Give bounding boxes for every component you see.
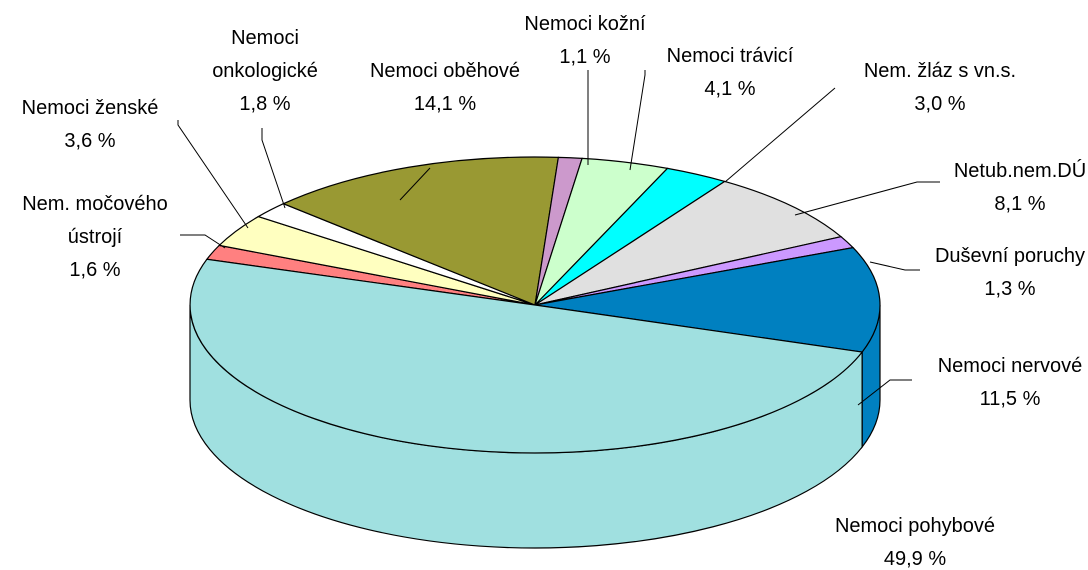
leader-line xyxy=(629,70,646,171)
category-name: Nem. žláz s vn.s. xyxy=(863,60,1017,82)
category-name: Nemoci nervové xyxy=(937,355,1083,377)
slice-label: Nemoci kožní 1,1 % xyxy=(510,8,660,74)
slice-label: Netub.nem.DÚ 8,1 % xyxy=(945,155,1088,221)
leader-line xyxy=(177,120,249,229)
category-name: Nemoci pohybové xyxy=(834,515,996,537)
slice-label: Nem. močového ústrojí 1,6 % xyxy=(0,188,190,287)
value-label: 1,8 % xyxy=(239,93,291,115)
value-label: 1,3 % xyxy=(984,278,1036,300)
value-label: 49,9 % xyxy=(883,548,947,570)
value-label: 8,1 % xyxy=(994,193,1046,215)
leader-line xyxy=(857,379,912,406)
leader-line xyxy=(794,181,940,216)
slice xyxy=(534,180,843,306)
value-label: 3,6 % xyxy=(64,130,116,152)
value-label: 1,1 % xyxy=(559,46,611,68)
leader-line xyxy=(261,128,286,209)
slice-label: Nemoci ženské 3,6 % xyxy=(0,92,185,158)
slice-label: Nemoci onkologické 1,8 % xyxy=(190,22,340,121)
slice xyxy=(281,156,560,306)
category-name: Netub.nem.DÚ xyxy=(953,160,1087,182)
slice-label: Nemoci nervové 11,5 % xyxy=(925,350,1088,416)
category-name: Nemoci ženské xyxy=(21,97,159,119)
slice xyxy=(189,258,864,454)
leader-line xyxy=(399,167,431,201)
category-name: Nemoci kožní xyxy=(524,13,646,35)
category-name: Duševní poruchy xyxy=(934,245,1086,267)
leader-line xyxy=(180,234,226,249)
slice-label: Nem. žláz s vn.s. 3,0 % xyxy=(850,55,1030,121)
slice-label: Nemoci trávicí 4,1 % xyxy=(650,40,810,106)
leader-line xyxy=(724,87,836,183)
category-name: Nemoci onkologické xyxy=(212,27,318,82)
value-label: 3,0 % xyxy=(914,93,966,115)
value-label: 4,1 % xyxy=(704,78,756,100)
category-name: Nem. močového ústrojí xyxy=(22,193,168,248)
slice xyxy=(534,246,881,353)
value-label: 11,5 % xyxy=(979,388,1041,410)
slice-label: Duševní poruchy 1,3 % xyxy=(925,240,1088,306)
category-name: Nemoci oběhové xyxy=(369,60,521,82)
category-name: Nemoci trávicí xyxy=(666,45,794,67)
value-label: 14,1 % xyxy=(413,93,477,115)
slice-label: Nemoci oběhové 14,1 % xyxy=(360,55,530,121)
value-label: 1,6 % xyxy=(69,259,121,281)
slice-label: Nemoci pohybové 49,9 % xyxy=(815,510,1015,570)
leader-line xyxy=(869,261,920,271)
